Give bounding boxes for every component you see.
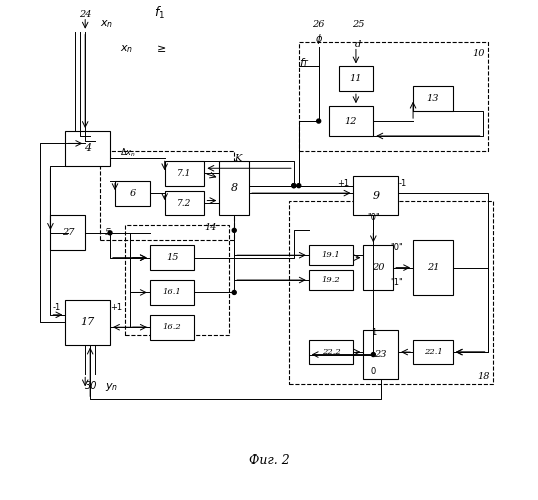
Text: $x_n$: $x_n$ xyxy=(120,44,133,56)
Text: +1: +1 xyxy=(337,178,350,188)
Text: 16.1: 16.1 xyxy=(163,288,181,296)
FancyBboxPatch shape xyxy=(150,246,194,270)
Text: 9: 9 xyxy=(372,190,379,200)
Text: $x_n$: $x_n$ xyxy=(100,18,114,30)
Text: 13: 13 xyxy=(427,94,439,103)
Text: 14: 14 xyxy=(204,224,217,232)
FancyBboxPatch shape xyxy=(115,180,150,206)
FancyBboxPatch shape xyxy=(220,161,249,216)
Text: 22.2: 22.2 xyxy=(322,348,341,356)
FancyBboxPatch shape xyxy=(150,280,194,305)
Text: 19.1: 19.1 xyxy=(322,251,341,259)
Text: 10: 10 xyxy=(473,50,485,58)
Text: 7.1: 7.1 xyxy=(178,168,192,177)
FancyBboxPatch shape xyxy=(329,106,373,136)
Text: 15: 15 xyxy=(166,253,179,262)
Text: $f_1$: $f_1$ xyxy=(154,4,165,21)
FancyBboxPatch shape xyxy=(309,340,353,364)
Text: 17: 17 xyxy=(81,318,95,328)
Text: 30: 30 xyxy=(85,382,98,392)
Text: Фиг. 2: Фиг. 2 xyxy=(249,454,289,467)
FancyBboxPatch shape xyxy=(51,216,85,250)
FancyBboxPatch shape xyxy=(165,161,204,186)
Circle shape xyxy=(371,352,376,356)
Text: 11: 11 xyxy=(350,74,362,84)
Text: +1: +1 xyxy=(110,303,122,312)
Text: "0": "0" xyxy=(367,214,380,222)
Text: 12: 12 xyxy=(345,116,357,126)
Text: 6: 6 xyxy=(129,188,136,198)
Text: 20: 20 xyxy=(372,263,385,272)
Text: 5: 5 xyxy=(105,228,111,237)
Text: 18: 18 xyxy=(478,372,490,382)
FancyBboxPatch shape xyxy=(65,131,110,166)
FancyBboxPatch shape xyxy=(413,86,453,111)
Text: 24: 24 xyxy=(79,10,91,18)
FancyBboxPatch shape xyxy=(413,340,453,364)
FancyBboxPatch shape xyxy=(309,246,353,265)
Text: 25: 25 xyxy=(352,20,365,28)
Circle shape xyxy=(292,184,296,188)
Circle shape xyxy=(292,184,296,188)
Text: "0": "0" xyxy=(391,243,403,252)
Text: $\Delta x_n$: $\Delta x_n$ xyxy=(120,147,136,160)
FancyBboxPatch shape xyxy=(65,300,110,344)
Text: "1": "1" xyxy=(391,278,403,287)
Circle shape xyxy=(317,119,321,123)
FancyBboxPatch shape xyxy=(413,240,453,295)
FancyBboxPatch shape xyxy=(165,190,204,216)
Circle shape xyxy=(108,231,112,235)
Text: 0: 0 xyxy=(371,368,376,376)
Circle shape xyxy=(297,184,301,188)
FancyBboxPatch shape xyxy=(353,176,398,216)
Circle shape xyxy=(232,228,236,232)
Text: $f_T$: $f_T$ xyxy=(299,56,310,70)
Text: 27: 27 xyxy=(61,228,74,237)
FancyBboxPatch shape xyxy=(363,246,393,290)
Text: 8: 8 xyxy=(231,183,238,193)
Text: 23: 23 xyxy=(374,350,387,359)
Text: -1: -1 xyxy=(52,303,60,312)
Text: 7.2: 7.2 xyxy=(178,198,192,207)
Text: $y_n$: $y_n$ xyxy=(105,382,118,394)
FancyBboxPatch shape xyxy=(309,270,353,290)
Text: d: d xyxy=(355,40,362,48)
FancyBboxPatch shape xyxy=(363,330,398,380)
FancyBboxPatch shape xyxy=(338,66,373,92)
Text: 22.1: 22.1 xyxy=(423,348,442,356)
Text: 21: 21 xyxy=(427,263,439,272)
Text: 1: 1 xyxy=(371,328,376,336)
Text: 16.2: 16.2 xyxy=(163,323,181,331)
FancyBboxPatch shape xyxy=(150,315,194,340)
Text: 26: 26 xyxy=(313,20,325,28)
Text: 4: 4 xyxy=(84,144,91,154)
Text: K: K xyxy=(234,154,242,163)
Text: $\phi$: $\phi$ xyxy=(315,32,323,46)
Text: 19.2: 19.2 xyxy=(322,276,341,284)
Circle shape xyxy=(232,290,236,294)
Text: $\geq$: $\geq$ xyxy=(153,42,166,54)
Text: -1: -1 xyxy=(399,178,407,188)
